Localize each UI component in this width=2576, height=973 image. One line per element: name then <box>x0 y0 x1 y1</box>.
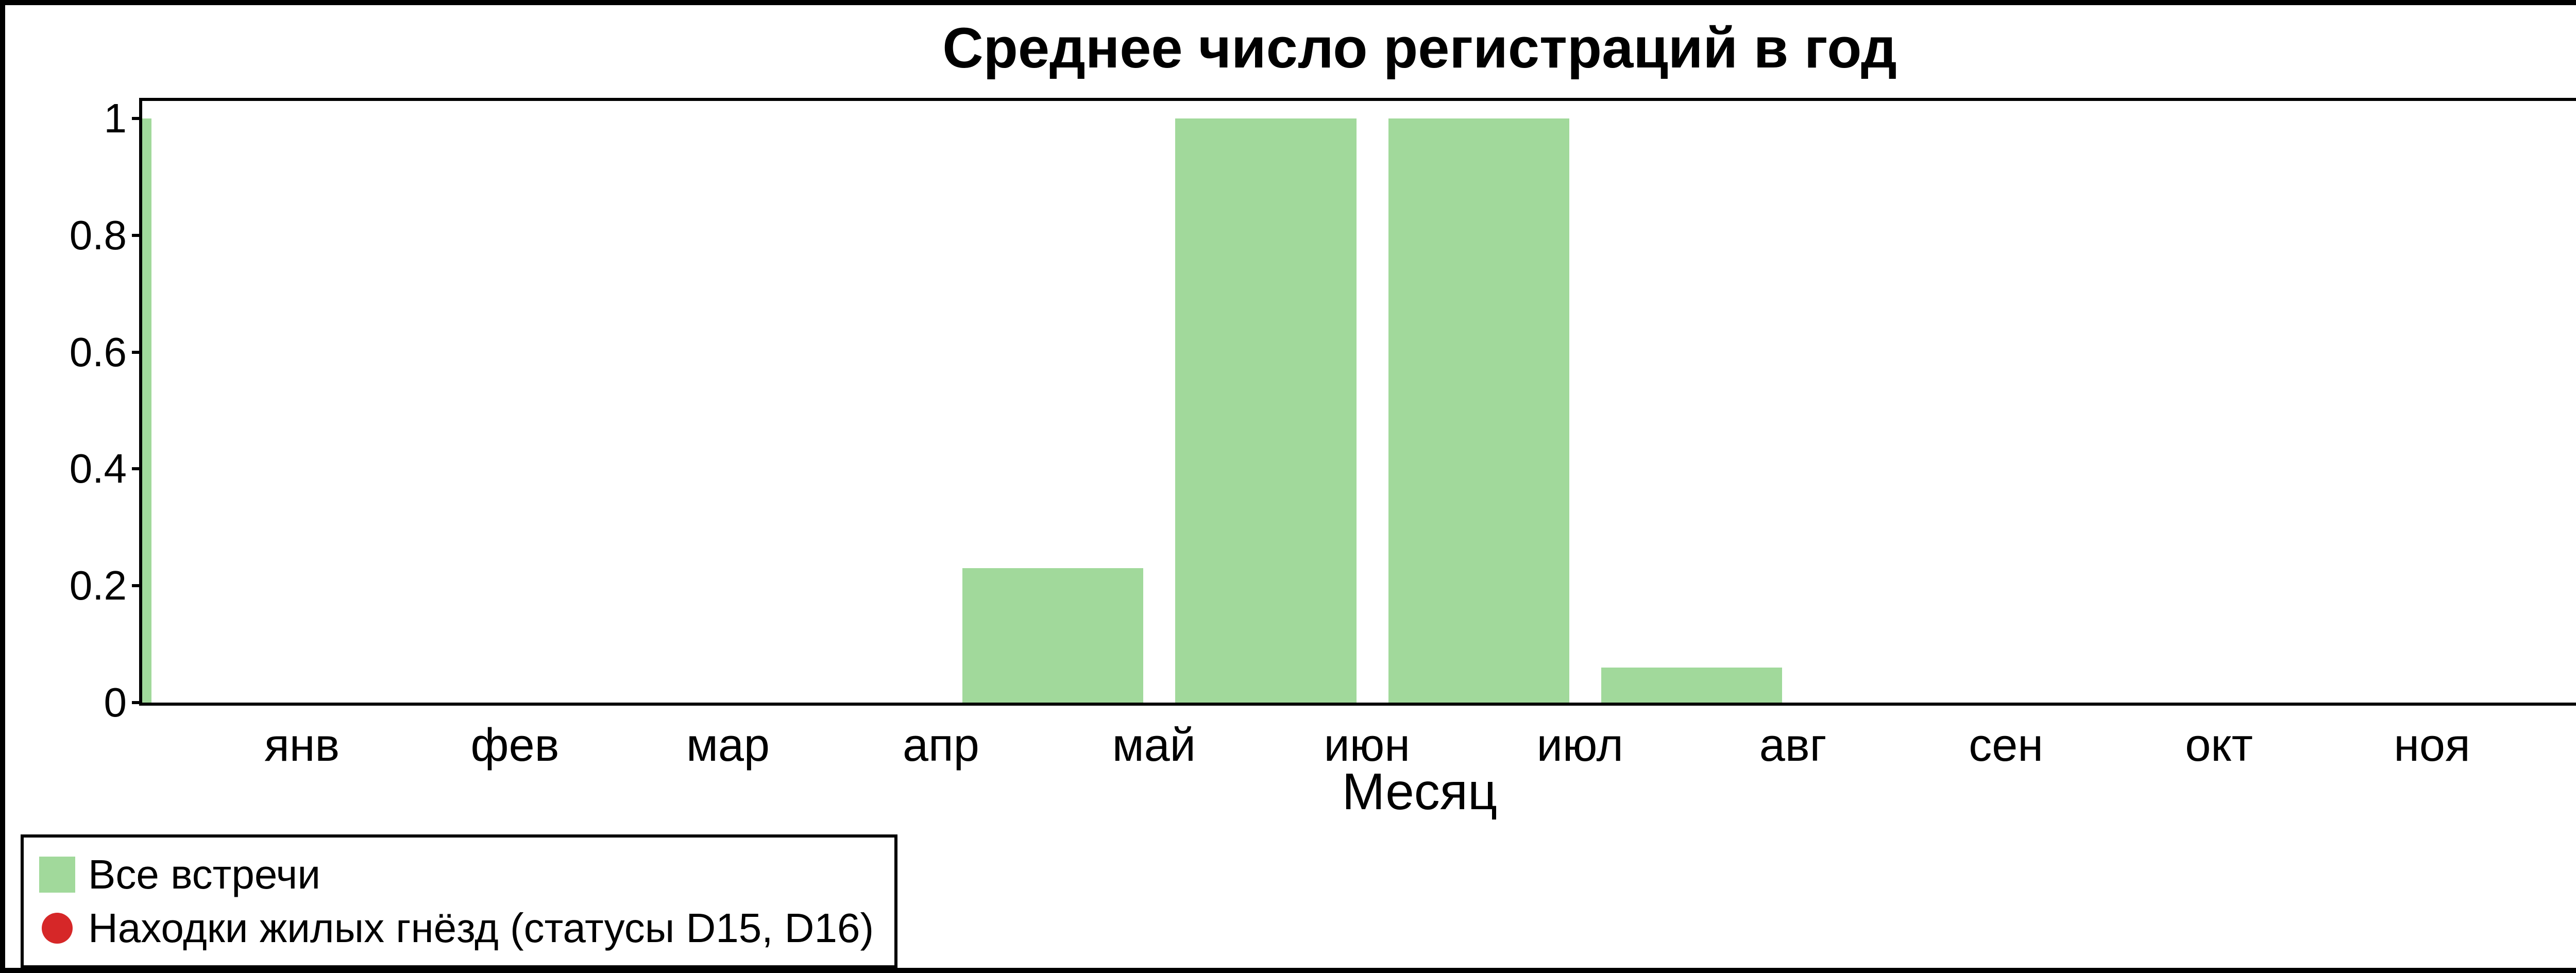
y-tick-mark <box>132 117 142 120</box>
legend-swatch-square-icon <box>39 857 75 893</box>
x-tick-label: авг <box>1759 719 1827 772</box>
legend-swatch-circle-icon <box>42 913 73 944</box>
y-tick-label: 0 <box>24 679 127 726</box>
x-tick-label: ноя <box>2394 719 2470 772</box>
y-tick-mark <box>132 584 142 587</box>
y-tick-mark <box>132 351 142 354</box>
x-tick-label: мар <box>686 719 770 772</box>
x-tick-label: сен <box>1969 719 2043 772</box>
x-tick-label: окт <box>2185 719 2253 772</box>
legend-item: Все встречи <box>39 848 874 901</box>
plot-wrap: янвфевмарапрмайиюниюлавгсеноктноядек00.2… <box>139 98 2576 706</box>
legend: Все встречиНаходки жилых гнёзд (статусы … <box>21 834 897 968</box>
chart-container: Среднее число регистраций в год Все встр… <box>0 0 2576 973</box>
legend-item: Находки жилых гнёзд (статусы D15, D16) <box>39 901 874 955</box>
bar <box>962 568 1143 703</box>
chart-title: Среднее число регистраций в год <box>5 15 2576 81</box>
edge-bar-sliver <box>142 118 151 703</box>
x-tick-label: июл <box>1537 719 1623 772</box>
bar <box>1601 668 1782 703</box>
y-tick-label: 0.2 <box>24 562 127 609</box>
y-tick-mark <box>132 467 142 470</box>
bar <box>1175 118 1356 703</box>
legend-label: Все встречи <box>88 848 320 901</box>
x-tick-label: май <box>1112 719 1196 772</box>
legend-label: Находки жилых гнёзд (статусы D15, D16) <box>88 901 874 955</box>
x-tick-label: янв <box>264 719 340 772</box>
x-tick-label: фев <box>471 719 560 772</box>
y-tick-mark <box>132 701 142 704</box>
bar <box>1388 118 1569 703</box>
y-tick-label: 1 <box>24 95 127 142</box>
y-tick-mark <box>132 234 142 237</box>
y-tick-label: 0.4 <box>24 445 127 492</box>
y-tick-label: 0.6 <box>24 329 127 376</box>
y-tick-label: 0.8 <box>24 212 127 259</box>
x-axis-title: Месяц <box>1342 762 1497 822</box>
x-tick-label: апр <box>903 719 979 772</box>
plot-area: янвфевмарапрмайиюниюлавгсеноктноядек00.2… <box>139 98 2576 706</box>
